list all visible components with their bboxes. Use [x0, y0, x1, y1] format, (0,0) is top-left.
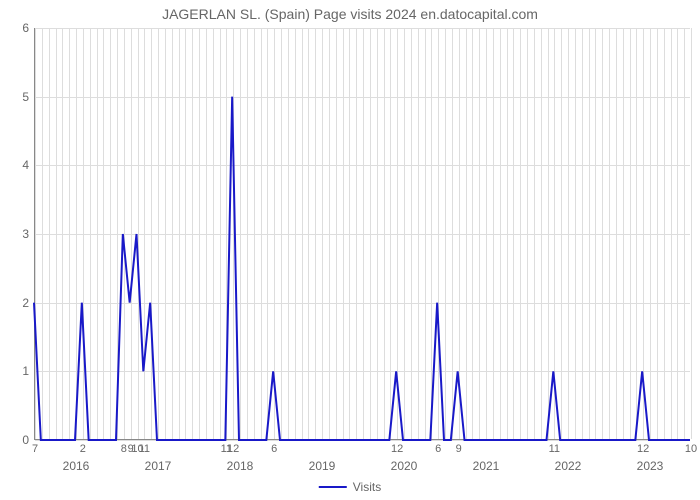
ytick-label: 0	[22, 433, 29, 447]
legend: Visits	[319, 480, 381, 494]
xtick-label: 11	[549, 443, 560, 455]
xtick-label: 9	[456, 443, 462, 455]
chart-title: JAGERLAN SL. (Spain) Page visits 2024 en…	[0, 0, 700, 26]
xtick-label: 12	[637, 443, 649, 455]
chart-page: JAGERLAN SL. (Spain) Page visits 2024 en…	[0, 0, 700, 500]
visits-line	[34, 97, 690, 440]
xtick-year: 2018	[227, 459, 254, 473]
xtick-label: 2	[80, 443, 86, 455]
xtick-label: 11	[139, 443, 150, 455]
xtick-label: 12	[391, 443, 403, 455]
plot-area: 0123456728910111112612691112102016201720…	[34, 28, 690, 440]
xtick-label: 10	[685, 443, 697, 455]
xtick-year: 2023	[637, 459, 664, 473]
xtick-label: 8	[121, 443, 127, 455]
ytick-label: 5	[22, 90, 29, 104]
xtick-label: 6	[271, 443, 277, 455]
legend-label: Visits	[353, 480, 381, 494]
xtick-label: 6	[435, 443, 441, 455]
ytick-label: 6	[22, 21, 29, 35]
legend-swatch	[319, 486, 347, 488]
gridline-v	[691, 28, 692, 439]
xtick-label: 7	[32, 443, 38, 455]
ytick-label: 2	[22, 296, 29, 310]
ytick-label: 3	[22, 227, 29, 241]
xtick-year: 2017	[145, 459, 172, 473]
xtick-year: 2021	[473, 459, 500, 473]
xtick-year: 2019	[309, 459, 336, 473]
xtick-year: 2022	[555, 459, 582, 473]
line-series	[34, 28, 690, 440]
xtick-label: 12	[227, 443, 239, 455]
ytick-label: 1	[22, 364, 29, 378]
xtick-year: 2020	[391, 459, 418, 473]
ytick-label: 4	[22, 158, 29, 172]
xtick-year: 2016	[63, 459, 90, 473]
